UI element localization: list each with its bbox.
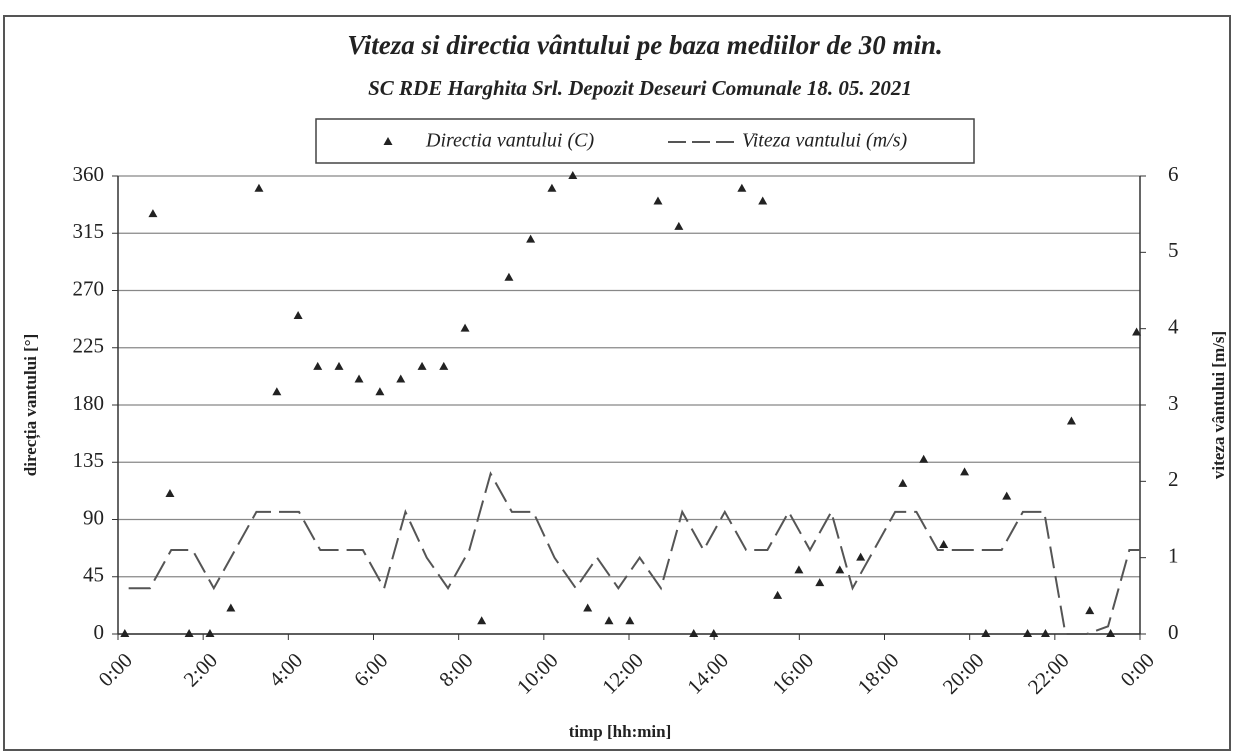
direction-marker [919,454,929,463]
direction-marker [835,565,845,574]
y-tick-label: 135 [73,448,105,472]
y2-tick-label: 3 [1168,391,1179,415]
y2-tick-label: 1 [1168,543,1179,567]
direction-marker [625,616,635,625]
direction-marker [709,629,719,637]
direction-marker [794,565,804,574]
direction-marker [1040,629,1050,637]
direction-marker [226,603,236,612]
x-tick-label: 2:00 [179,648,222,691]
speed-line [128,471,1140,635]
x-tick-label: 4:00 [264,648,307,691]
direction-marker [1106,629,1116,637]
direction-marker [898,478,908,487]
y2-tick-label: 4 [1168,314,1179,338]
legend-marker [383,137,393,145]
direction-marker [504,272,514,281]
direction-marker [689,629,699,637]
x-tick-label: 10:00 [512,648,563,699]
chart-subtitle: SC RDE Harghita Srl. Depozit Deseuri Com… [368,76,912,100]
direction-marker [1132,327,1142,336]
y2-tick-label: 2 [1168,467,1179,491]
y-tick-label: 315 [73,219,105,243]
y2-tick-label: 5 [1168,238,1179,262]
direction-marker [773,590,783,599]
direction-marker [1002,491,1012,500]
direction-marker [184,629,194,637]
direction-marker [334,361,344,370]
legend-label: Viteza vantului (m/s) [742,130,907,152]
y-tick-label: 45 [83,563,104,587]
direction-marker [856,552,866,561]
direction-marker [960,467,970,476]
legend-label: Directia vantului (C) [425,130,594,152]
x-tick-label: 6:00 [349,648,392,691]
direction-marker [737,183,747,192]
direction-marker [568,171,578,179]
direction-marker [604,616,614,625]
x-tick-label: 16:00 [767,648,818,699]
direction-marker [1085,606,1095,615]
chart-frame [3,15,1231,751]
direction-marker [939,539,949,548]
direction-marker [981,629,991,637]
direction-marker [547,183,557,192]
direction-marker [254,183,264,192]
direction-marker [526,234,536,243]
direction-marker [653,196,663,205]
x-tick-label: 0:00 [1116,648,1159,691]
y-tick-label: 90 [83,505,104,529]
x-tick-label: 18:00 [853,648,904,699]
direction-marker [477,616,487,625]
y-tick-label: 180 [73,391,105,415]
direction-marker [205,629,215,637]
y-axis-label: direcția vantului [°] [21,334,41,476]
legend-box [315,118,975,164]
direction-marker [293,310,303,319]
x-tick-label: 22:00 [1023,648,1074,699]
x-tick-label: 0:00 [94,648,137,691]
direction-marker [120,629,130,637]
direction-marker [1066,416,1076,425]
direction-marker [815,578,825,587]
direction-marker [439,361,449,370]
direction-marker [758,196,768,205]
y2-axis-label: viteza vântului [m/s] [1209,331,1228,479]
direction-marker [148,209,158,218]
x-tick-label: 20:00 [938,648,989,699]
direction-marker [396,374,406,383]
y-tick-label: 225 [73,334,105,358]
direction-marker [165,489,175,498]
direction-marker [375,387,385,396]
direction-marker [272,387,282,396]
y2-tick-label: 6 [1168,162,1179,186]
direction-marker [313,361,323,370]
direction-marker [674,221,684,230]
direction-marker [583,603,593,612]
direction-marker [354,374,364,383]
y-tick-label: 360 [73,162,105,186]
x-tick-label: 12:00 [597,648,648,699]
x-tick-label: 8:00 [434,648,477,691]
direction-marker [1023,629,1033,637]
y2-tick-label: 0 [1168,620,1179,644]
direction-marker [460,323,470,332]
y-tick-label: 270 [73,276,105,300]
y-tick-label: 0 [94,620,105,644]
x-tick-label: 14:00 [682,648,733,699]
direction-marker [417,361,427,370]
chart-title: Viteza si directia vântului pe baza medi… [347,30,943,60]
x-axis-label: timp [hh:min] [569,722,671,741]
